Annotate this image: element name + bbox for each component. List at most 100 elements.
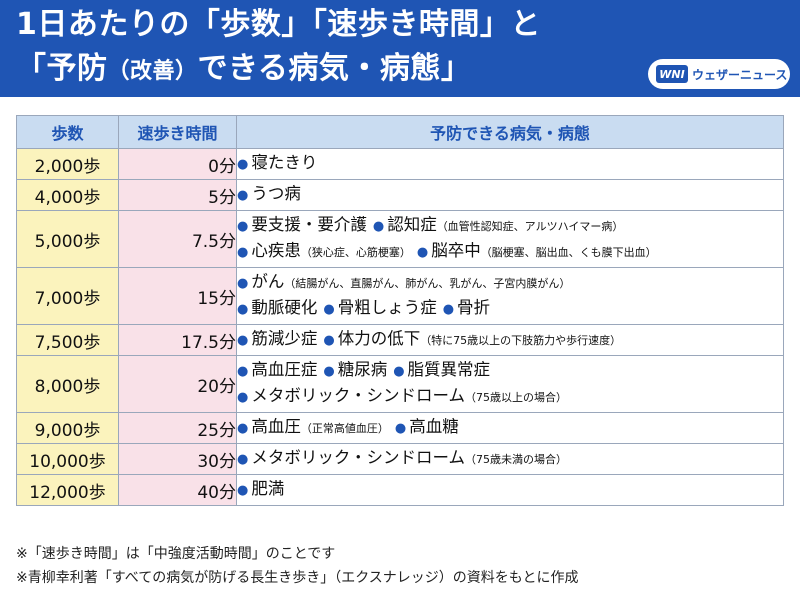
disease-name: 認知症 [387, 215, 437, 234]
table-row: 4,000歩 5分 ● うつ病 [16, 179, 784, 211]
bullet-icon: ● [237, 452, 249, 467]
table-row: 5,000歩 7.5分 ● 要支援・要介護 ● 認知症（血管性認知症、アルツハイマー病） ●… [16, 210, 784, 268]
bullet-icon: ● [237, 390, 249, 405]
steps-cell: 2,000歩 [16, 148, 119, 180]
disease-line: ● うつ病 [237, 182, 783, 208]
disease-name: 心疾患 [251, 241, 301, 260]
disease-note: （脳梗塞、脳出血、くも膜下出血） [480, 246, 657, 259]
page-title-line2-end: できる病気・病態」 [197, 51, 472, 86]
disease-name: 脂質異常症 [407, 360, 491, 379]
steps-cell: 7,000歩 [16, 267, 119, 325]
disease-line: ● 動脈硬化 ● 骨粗しょう症 ● 骨折 [237, 296, 783, 322]
disease-line: ● 肥満 [237, 477, 783, 503]
diseases-cell: ● 寝たきり [236, 148, 784, 180]
disease-name: 要支援・要介護 [251, 215, 367, 234]
disease-name: 動脈硬化 [251, 298, 318, 317]
page-title-line2-paren: （改善） [107, 59, 198, 84]
steps-cell: 9,000歩 [16, 412, 119, 444]
disease-line: ● 高血圧（正常高値血圧） ● 高血糖 [237, 415, 783, 441]
disease-name: 骨粗しょう症 [337, 298, 437, 317]
disease-name: 体力の低下 [337, 329, 421, 348]
bullet-icon: ● [237, 364, 249, 379]
disease-name: 糖尿病 [337, 360, 388, 379]
table-row: 8,000歩 20分 ● 高血圧症 ● 糖尿病 ● 脂質異常症 ● メタボリック・シンドローム（7… [16, 355, 784, 413]
bullet-icon: ● [394, 421, 407, 436]
disease-name: メタボリック・シンドローム [251, 448, 466, 467]
page-title-line2-start: 「予防 [16, 51, 108, 86]
bullet-icon: ● [416, 245, 429, 260]
time-cell: 25分 [118, 412, 237, 444]
bullet-icon: ● [237, 157, 249, 172]
disease-name: 肥満 [251, 479, 285, 498]
table-row: 10,000歩 30分 ● メタボリック・シンドローム（75歳未満の場合） [16, 443, 784, 475]
steps-cell: 10,000歩 [16, 443, 119, 475]
disease-line: ● メタボリック・シンドローム（75歳以上の場合） [237, 384, 783, 410]
disease-name: 高血圧 [251, 417, 301, 436]
time-cell: 7.5分 [118, 210, 237, 268]
bullet-icon: ● [323, 333, 335, 348]
time-cell: 5分 [118, 179, 237, 211]
steps-cell: 12,000歩 [16, 474, 119, 506]
disease-name: メタボリック・シンドローム [251, 386, 466, 405]
table-row: 12,000歩 40分 ● 肥満 [16, 474, 784, 506]
footnote-2: ※青柳幸利著「すべての病気が防げる長生き歩き」（エクスナレッジ）の資料をもとに作… [16, 570, 579, 586]
bullet-icon: ● [237, 483, 249, 498]
bullet-icon: ● [237, 302, 249, 317]
page-title-line2: 「予防（改善）できる病気・病態」 [16, 50, 471, 91]
disease-line: ● 心疾患（狭心症、心筋梗塞） ● 脳卒中（脳梗塞、脳出血、くも膜下出血） [237, 239, 783, 265]
bullet-icon: ● [237, 219, 249, 234]
table-row: 7,000歩 15分 ● がん（結腸がん、直腸がん、肺がん、乳がん、子宮内膜がん） ● 動… [16, 267, 784, 325]
disease-note: （血管性認知症、アルツハイマー病） [436, 220, 624, 233]
weathernews-logo: WNI ウェザーニュース [648, 59, 790, 89]
bullet-icon: ● [323, 302, 335, 317]
disease-name: 脳卒中 [431, 241, 481, 260]
logo-text: ウェザーニュース [692, 67, 788, 82]
header-time: 速歩き時間 [118, 115, 237, 149]
disease-name: がん [251, 272, 285, 291]
steps-cell: 7,500歩 [16, 324, 119, 356]
diseases-cell: ● 筋減少症 ● 体力の低下（特に75歳以上の下肢筋力や歩行速度） [236, 324, 784, 356]
logo-mark-icon: WNI [656, 65, 688, 83]
bullet-icon: ● [393, 364, 405, 379]
header-steps: 歩数 [16, 115, 119, 149]
disease-name: 高血圧症 [251, 360, 318, 379]
disease-line: ● 筋減少症 ● 体力の低下（特に75歳以上の下肢筋力や歩行速度） [237, 327, 783, 353]
time-cell: 17.5分 [118, 324, 237, 356]
disease-line: ● メタボリック・シンドローム（75歳未満の場合） [237, 446, 783, 472]
time-cell: 40分 [118, 474, 237, 506]
bullet-icon: ● [237, 276, 249, 291]
steps-cell: 8,000歩 [16, 355, 119, 413]
time-cell: 0分 [118, 148, 237, 180]
disease-note: （75歳未満の場合） [465, 453, 568, 466]
time-cell: 20分 [118, 355, 237, 413]
diseases-cell: ● 高血圧症 ● 糖尿病 ● 脂質異常症 ● メタボリック・シンドローム（75歳以上の場合） [236, 355, 784, 413]
diseases-cell: ● 要支援・要介護 ● 認知症（血管性認知症、アルツハイマー病） ● 心疾患（狭心症、心筋… [236, 210, 784, 268]
disease-name: うつ病 [251, 184, 301, 203]
bullet-icon: ● [237, 188, 249, 203]
table-row: 2,000歩 0分 ● 寝たきり [16, 148, 784, 180]
table-row: 7,500歩 17.5分 ● 筋減少症 ● 体力の低下（特に75歳以上の下肢筋力や歩行速度… [16, 324, 784, 356]
table-row: 9,000歩 25分 ● 高血圧（正常高値血圧） ● 高血糖 [16, 412, 784, 444]
diseases-cell: ● がん（結腸がん、直腸がん、肺がん、乳がん、子宮内膜がん） ● 動脈硬化 ● 骨粗しょう… [236, 267, 784, 325]
bullet-icon: ● [237, 421, 249, 436]
header-diseases: 予防できる病気・病態 [236, 115, 784, 149]
disease-note: （特に75歳以上の下肢筋力や歩行速度） [420, 334, 622, 347]
diseases-cell: ● 肥満 [236, 474, 784, 506]
disease-line: ● 要支援・要介護 ● 認知症（血管性認知症、アルツハイマー病） [237, 213, 783, 239]
disease-name: 寝たきり [251, 153, 318, 172]
time-cell: 15分 [118, 267, 237, 325]
bullet-icon: ● [372, 219, 385, 234]
disease-name: 高血糖 [409, 417, 459, 436]
steps-cell: 5,000歩 [16, 210, 119, 268]
disease-note: （狭心症、心筋梗塞） [300, 246, 411, 259]
bullet-icon: ● [237, 333, 249, 348]
disease-line: ● 高血圧症 ● 糖尿病 ● 脂質異常症 [237, 358, 783, 384]
disease-line: ● がん（結腸がん、直腸がん、肺がん、乳がん、子宮内膜がん） [237, 270, 783, 296]
steps-disease-table: 歩数 速歩き時間 予防できる病気・病態 2,000歩 0分 ● 寝たきり 4,000歩 5… [16, 115, 784, 506]
diseases-cell: ● うつ病 [236, 179, 784, 211]
disease-name: 筋減少症 [251, 329, 318, 348]
disease-note: （75歳以上の場合） [465, 391, 568, 404]
disease-line: ● 寝たきり [237, 151, 783, 177]
bullet-icon: ● [323, 364, 335, 379]
footnote-1: ※「速歩き時間」は「中強度活動時間」のことです [16, 546, 336, 562]
